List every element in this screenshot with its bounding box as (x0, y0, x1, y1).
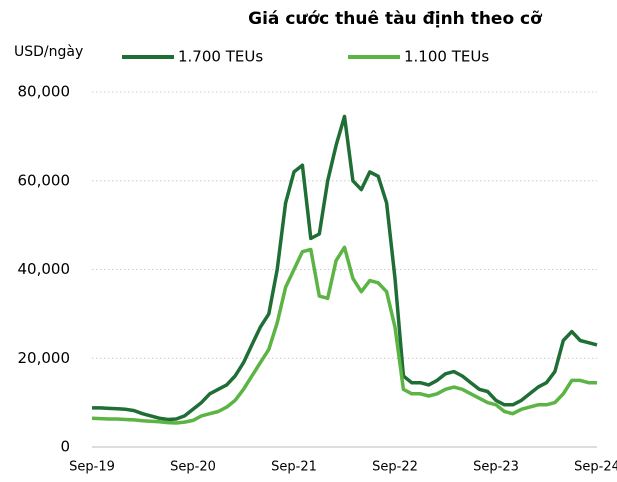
line-series (91, 245, 597, 425)
y-tick-label: 80,000 (18, 83, 71, 101)
y-tick-label: 20,000 (18, 349, 71, 367)
y-tick-label: 40,000 (18, 260, 71, 278)
x-tick-label: Sep-20 (170, 460, 216, 475)
x-tick-label: Sep-24 (574, 460, 617, 475)
x-tick-label: Sep-22 (372, 460, 418, 475)
chart-title: Giá cước thuê tàu định theo cỡ (248, 9, 543, 29)
y-tick-label: 0 (60, 438, 70, 456)
legend-label: 1.100 TEUs (404, 48, 489, 66)
x-tick-label: Sep-21 (271, 460, 317, 475)
legend-label: 1.700 TEUs (178, 48, 263, 66)
line-series (92, 114, 598, 422)
x-tick-label: Sep-23 (473, 460, 519, 475)
y-tick-label: 60,000 (18, 171, 71, 189)
x-tick-label: Sep-19 (69, 460, 115, 475)
y-axis-label: USD/ngày (14, 44, 83, 60)
